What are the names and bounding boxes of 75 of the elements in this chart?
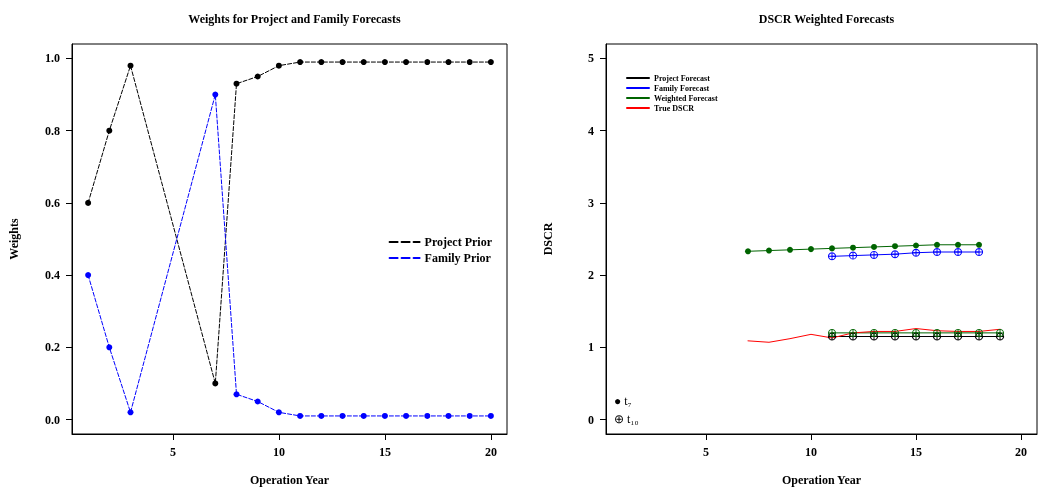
point	[913, 242, 920, 249]
y-tick-label: 0.8	[45, 123, 60, 138]
point	[85, 272, 92, 279]
x-tick-label: 20	[484, 445, 497, 459]
y-tick-label: 0.2	[45, 340, 60, 355]
legend-label: Family Forecast	[654, 83, 710, 93]
point	[808, 246, 814, 253]
point	[297, 59, 304, 66]
legend-label: True DSCR	[654, 103, 695, 113]
point	[787, 246, 793, 253]
x-tick-label: 10	[805, 445, 817, 459]
point	[318, 59, 325, 66]
point	[360, 59, 367, 66]
point	[892, 243, 899, 250]
point	[339, 412, 346, 419]
point	[403, 412, 410, 419]
point	[766, 247, 772, 254]
y-tick-label: 4	[588, 123, 594, 138]
annotation: ● t₇	[614, 394, 632, 409]
point	[912, 248, 921, 257]
chart-title: Weights for Project and Family Forecasts	[188, 12, 401, 26]
x-tick-label: 5	[702, 445, 709, 459]
point	[360, 412, 367, 419]
y-tick-label: 5	[588, 51, 594, 66]
y-axis-title: DSCR	[541, 222, 555, 256]
point	[339, 59, 346, 66]
point	[106, 344, 113, 351]
point	[871, 243, 878, 250]
point	[466, 412, 473, 419]
y-tick-label: 0.6	[45, 195, 60, 210]
chart-title: DSCR Weighted Forecasts	[758, 12, 895, 26]
point	[976, 241, 983, 248]
x-tick-label: 5	[169, 445, 176, 459]
point	[233, 80, 240, 87]
x-axis-title: Operation Year	[781, 473, 862, 487]
point	[829, 245, 835, 252]
y-tick-label: 3	[588, 195, 594, 210]
x-tick-label: 15	[910, 445, 923, 459]
x-tick-label: 20	[1015, 445, 1028, 459]
y-tick-label: 1.0	[45, 51, 60, 66]
point	[381, 412, 388, 419]
point	[955, 241, 962, 248]
point	[85, 199, 92, 206]
y-tick-label: 0	[588, 412, 594, 427]
point	[466, 59, 473, 66]
point	[318, 412, 325, 419]
point	[403, 59, 410, 66]
point	[445, 412, 452, 419]
legend-label: Project Forecast	[654, 73, 711, 83]
y-tick-label: 1	[588, 340, 594, 355]
point	[233, 391, 240, 398]
point	[424, 59, 431, 66]
y-tick-label: 0.4	[45, 268, 60, 283]
point	[381, 59, 388, 66]
point	[275, 409, 282, 416]
point	[424, 412, 431, 419]
annotation: ⊕ t₁₀	[614, 412, 639, 427]
point	[297, 412, 304, 419]
legend-label: Family Prior	[424, 251, 492, 265]
y-axis-title: Weights	[7, 218, 21, 260]
y-tick-label: 0.0	[45, 412, 60, 427]
x-axis-title: Operation Year	[249, 473, 330, 487]
point	[850, 244, 857, 251]
point	[487, 59, 494, 66]
y-tick-label: 2	[588, 268, 594, 283]
point	[275, 62, 282, 69]
legend-label: Weighted Forecast	[654, 93, 718, 103]
x-tick-label: 10	[272, 445, 285, 459]
point	[445, 59, 452, 66]
point	[487, 412, 494, 419]
point	[934, 241, 941, 248]
point	[744, 248, 751, 255]
legend-label: Project Prior	[424, 235, 493, 249]
x-tick-label: 15	[378, 445, 391, 459]
point	[106, 127, 113, 134]
